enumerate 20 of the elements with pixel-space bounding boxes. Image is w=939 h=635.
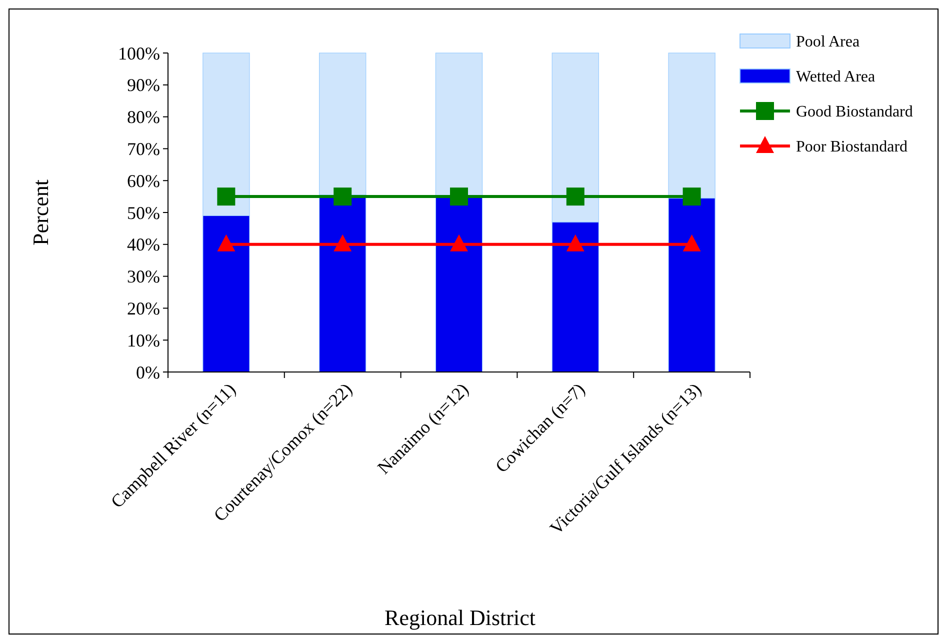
legend-label: Good Biostandard xyxy=(796,104,913,121)
y-tick-label: 90% xyxy=(127,75,160,96)
y-axis-title: Percent xyxy=(28,180,53,246)
y-tick-label: 80% xyxy=(127,107,160,128)
y-tick-label: 0% xyxy=(136,362,160,382)
bar xyxy=(435,196,483,372)
y-tick-label: 20% xyxy=(127,298,160,318)
legend-label: Pool Area xyxy=(796,34,860,51)
y-tick-label: 10% xyxy=(127,330,160,350)
bar xyxy=(435,52,483,197)
y-tick-label: 30% xyxy=(127,266,160,287)
legend-label: Poor Biostandard xyxy=(796,138,908,156)
y-tick-label: 70% xyxy=(127,139,160,159)
y-tick-label: 40% xyxy=(127,234,160,255)
y-tick-label: 100% xyxy=(118,43,160,64)
legend-label: Wetted Area xyxy=(796,68,876,86)
x-axis-title: Regional District xyxy=(384,605,536,630)
y-tick-label: 60% xyxy=(127,170,160,191)
y-tick-label: 50% xyxy=(127,202,160,223)
bar xyxy=(319,52,366,196)
